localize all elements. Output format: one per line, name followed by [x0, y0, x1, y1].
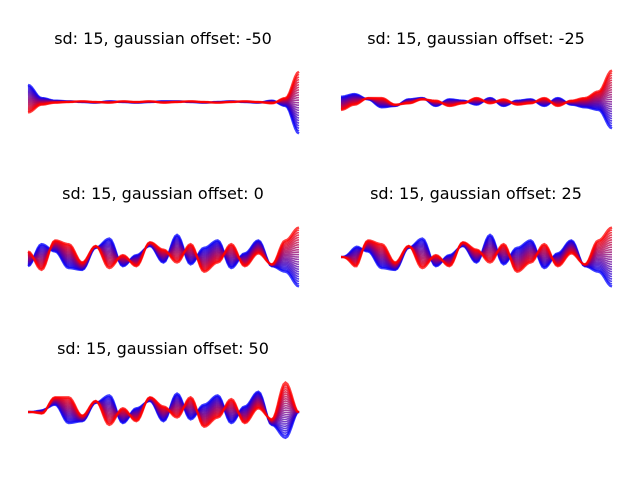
curve-0-7	[27, 92, 300, 117]
plot-area	[340, 226, 613, 288]
plot-area	[27, 380, 300, 440]
curve-0-3	[27, 87, 300, 127]
subplot-offset-50: sd: 15, gaussian offset: 50	[27, 339, 300, 440]
plot-area	[27, 70, 300, 135]
curve-0-6	[27, 91, 300, 119]
curve-2-24	[27, 226, 300, 274]
plot-area	[340, 69, 613, 130]
subplot-title: sd: 15, gaussian offset: -25	[367, 29, 585, 48]
curve-1-24	[340, 69, 613, 112]
curve-0-24	[27, 70, 300, 114]
curve-4-24	[27, 380, 300, 429]
curve-0-2	[27, 86, 300, 130]
curve-0-4	[27, 88, 300, 124]
subplot-title: sd: 15, gaussian offset: 50	[57, 339, 269, 358]
curve-0-1	[27, 85, 300, 132]
subplot-offset-25: sd: 15, gaussian offset: 25	[340, 184, 613, 288]
subplot-offset-minus-25: sd: 15, gaussian offset: -25	[340, 29, 613, 130]
subplot-offset-minus-50: sd: 15, gaussian offset: -50	[27, 29, 300, 135]
curve-3-24	[340, 226, 613, 274]
subplot-offset-0: sd: 15, gaussian offset: 0	[27, 184, 300, 288]
curve-0-5	[27, 89, 300, 122]
curve-0-20	[27, 81, 300, 109]
subplot-title: sd: 15, gaussian offset: -50	[54, 29, 272, 48]
curve-0-23	[27, 73, 300, 113]
plot-area	[27, 226, 300, 288]
curve-0-0	[27, 83, 300, 135]
subplot-title: sd: 15, gaussian offset: 25	[370, 184, 582, 203]
curve-0-21	[27, 78, 300, 110]
curve-0-22	[27, 76, 300, 112]
subplot-title: sd: 15, gaussian offset: 0	[62, 184, 264, 203]
